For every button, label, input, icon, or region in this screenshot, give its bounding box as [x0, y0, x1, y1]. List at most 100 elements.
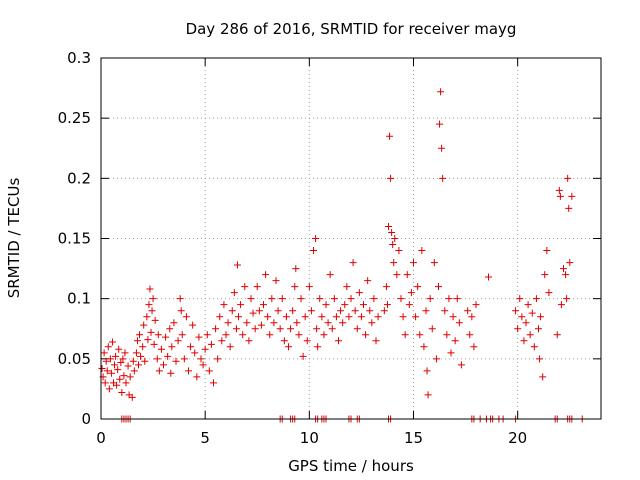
- data-point: [139, 343, 147, 351]
- data-point: [563, 295, 571, 303]
- data-point: [166, 325, 174, 333]
- data-point: [218, 337, 226, 345]
- data-point: [395, 247, 403, 255]
- plot-frame: [100, 57, 602, 420]
- data-point: [530, 343, 538, 351]
- data-point: [382, 283, 390, 291]
- data-point: [416, 331, 424, 339]
- data-point: [555, 186, 563, 194]
- data-point: [144, 336, 152, 344]
- data-point: [337, 307, 345, 315]
- data-point: [370, 295, 378, 303]
- data-point: [224, 319, 232, 327]
- data-point: [232, 325, 240, 333]
- data-point: [150, 340, 158, 348]
- data-point: [391, 235, 399, 242]
- data-point: [203, 331, 211, 339]
- data-point: [437, 88, 445, 96]
- data-point: [351, 307, 359, 315]
- data-points: [98, 88, 586, 423]
- data-point: [387, 174, 395, 182]
- data-point: [313, 325, 321, 333]
- data-point: [182, 313, 190, 321]
- data-point: [118, 389, 126, 397]
- data-point: [536, 355, 544, 363]
- data-point: [106, 355, 114, 363]
- data-point: [114, 366, 122, 374]
- data-point: [124, 362, 132, 370]
- data-point: [326, 271, 334, 279]
- data-point: [512, 307, 520, 315]
- x-tick-label: 5: [200, 429, 210, 447]
- data-point: [305, 283, 313, 291]
- y-tick-label: 0.25: [58, 109, 91, 127]
- data-point: [130, 367, 138, 375]
- data-point: [524, 301, 532, 309]
- data-point: [103, 367, 111, 375]
- data-point: [120, 372, 128, 380]
- data-point: [146, 285, 154, 293]
- data-point: [407, 289, 415, 297]
- data-point: [562, 271, 570, 279]
- data-point: [243, 319, 251, 327]
- data-point: [565, 204, 573, 212]
- data-point: [366, 307, 374, 315]
- data-point: [455, 319, 463, 327]
- data-point: [205, 367, 213, 375]
- y-tick-label: 0.2: [67, 169, 91, 187]
- y-tick-label: 0.3: [67, 49, 91, 67]
- data-point: [154, 331, 162, 339]
- data-point: [435, 283, 442, 291]
- data-point: [438, 144, 446, 152]
- data-point: [312, 235, 320, 242]
- data-point: [545, 289, 553, 297]
- data-point: [157, 345, 165, 353]
- y-tick-label: 0.15: [58, 230, 91, 248]
- data-point: [362, 331, 370, 339]
- data-point: [414, 283, 422, 291]
- data-point: [457, 361, 465, 369]
- data-point: [199, 361, 207, 369]
- x-tick-label: 0: [96, 429, 106, 447]
- data-point: [303, 337, 311, 345]
- data-point: [249, 309, 257, 317]
- data-point: [399, 313, 407, 321]
- data-point: [560, 265, 567, 273]
- data-point: [126, 373, 134, 381]
- data-point: [372, 337, 380, 345]
- data-point: [380, 307, 388, 315]
- data-point: [176, 295, 184, 303]
- data-point: [140, 321, 148, 329]
- data-point: [443, 331, 451, 339]
- data-point: [553, 331, 561, 339]
- data-point: [412, 313, 420, 321]
- data-point: [145, 301, 153, 309]
- y-tick-label: 0.1: [67, 290, 91, 308]
- data-point: [293, 319, 301, 327]
- data-point: [133, 337, 141, 345]
- data-point: [441, 307, 449, 315]
- data-point: [368, 319, 376, 327]
- data-point: [174, 337, 182, 345]
- data-point: [235, 313, 242, 321]
- data-point: [541, 271, 549, 279]
- data-point: [143, 313, 151, 321]
- data-point: [324, 319, 332, 327]
- data-point: [230, 289, 238, 297]
- data-point: [410, 259, 417, 267]
- data-point: [566, 259, 574, 267]
- data-point: [343, 283, 351, 291]
- data-point: [520, 337, 528, 345]
- data-point: [320, 331, 328, 339]
- data-point: [197, 355, 205, 363]
- data-point: [432, 355, 440, 363]
- data-point: [121, 349, 129, 357]
- data-point: [291, 283, 299, 291]
- data-point: [390, 259, 398, 267]
- data-point: [135, 361, 142, 369]
- data-point: [335, 337, 342, 345]
- data-point: [289, 307, 297, 315]
- x-tick-label: 15: [404, 429, 423, 447]
- data-point: [522, 319, 530, 327]
- data-point: [430, 259, 438, 267]
